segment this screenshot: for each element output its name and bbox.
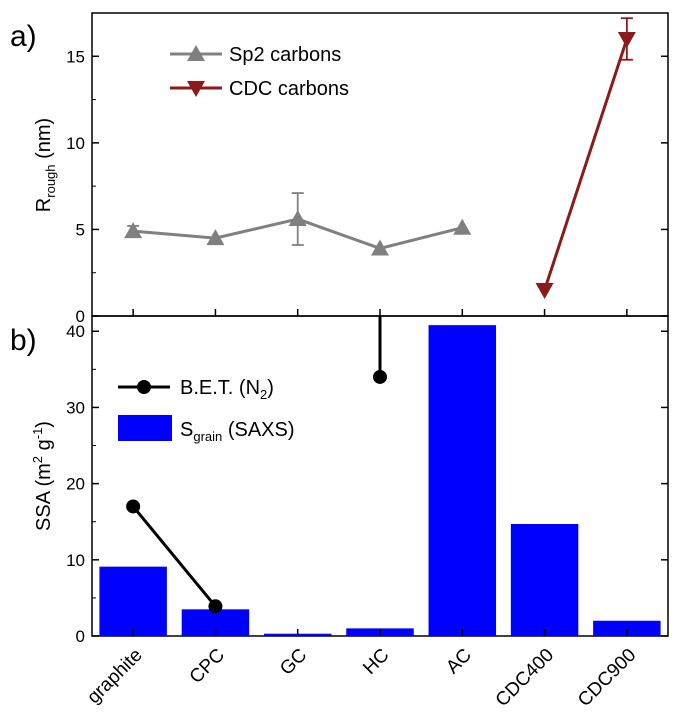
- panel-a-plot: 0 5 10 15: [66, 17, 668, 326]
- panel-a-frame: [91, 12, 669, 317]
- panel-b-ytick-label: 20: [66, 475, 85, 494]
- series-line-1: [543, 38, 629, 291]
- legend-sp2-label: Sp2 carbons: [229, 44, 341, 66]
- category-label: CPC: [186, 645, 229, 688]
- panel-a-ytick-label: 5: [76, 220, 85, 239]
- panel-a-ytick-label: 15: [66, 47, 85, 66]
- bar-AC: [428, 325, 497, 636]
- data-point-GC: [288, 210, 307, 227]
- category-label: CDC900: [574, 645, 640, 711]
- bet-point-graphite: [126, 499, 141, 514]
- bar-CDC900: [593, 620, 661, 636]
- category-label: GC: [276, 645, 311, 680]
- panel-b-label: b): [10, 324, 37, 357]
- bar-CDC400: [510, 524, 579, 636]
- panel-a-ylabel: Rrough (nm): [33, 118, 58, 212]
- legend-bet-marker: [137, 380, 151, 394]
- data-point-CPC: [206, 229, 225, 246]
- legend-sgrain-swatch: [118, 415, 172, 441]
- legend-sp2-marker: [187, 45, 205, 61]
- legend-bet-label: B.E.T. (N2): [180, 377, 274, 402]
- category-axis: graphite CPC GC HC AC CDC400 CDC900: [83, 309, 640, 711]
- bar-graphite: [99, 566, 167, 636]
- panel-b-legend: B.E.T. (N2) Sgrain (SAXS): [118, 377, 295, 444]
- panel-b-ylabel: SSA (m2 g-1): [30, 421, 55, 531]
- panel-b-ytick-label: 40: [66, 322, 85, 341]
- category-label: AC: [442, 645, 476, 679]
- category-label: graphite: [83, 645, 146, 708]
- bet-point-HC: [373, 369, 387, 384]
- data-point-HC: [371, 239, 389, 256]
- data-point-CDC400: [535, 283, 554, 300]
- data-point-AC: [453, 218, 472, 235]
- category-label: CDC400: [492, 645, 558, 711]
- category-label: HC: [359, 645, 393, 679]
- panel-b-ytick-label: 30: [66, 398, 85, 417]
- panel-b-ytick-label: 10: [66, 551, 85, 570]
- panel-b-plot: 0 10 20 30 40: [66, 316, 668, 646]
- panel-a-ytick-label: 0: [76, 307, 85, 326]
- bet-line-segment: [131, 505, 217, 608]
- panel-b-ytick-label: 0: [76, 627, 85, 646]
- panel-a-ytick-label: 10: [66, 134, 85, 153]
- legend-cdc-marker: [187, 81, 205, 97]
- legend-cdc-label: CDC carbons: [229, 78, 349, 100]
- panel-a-legend: Sp2 carbons CDC carbons: [170, 44, 349, 100]
- panel-a-label: a): [10, 20, 37, 53]
- data-point-graphite: [124, 222, 143, 239]
- legend-sgrain-label: Sgrain (SAXS): [180, 419, 295, 444]
- data-point-CDC900: [617, 31, 636, 48]
- bet-point-CPC: [208, 599, 223, 614]
